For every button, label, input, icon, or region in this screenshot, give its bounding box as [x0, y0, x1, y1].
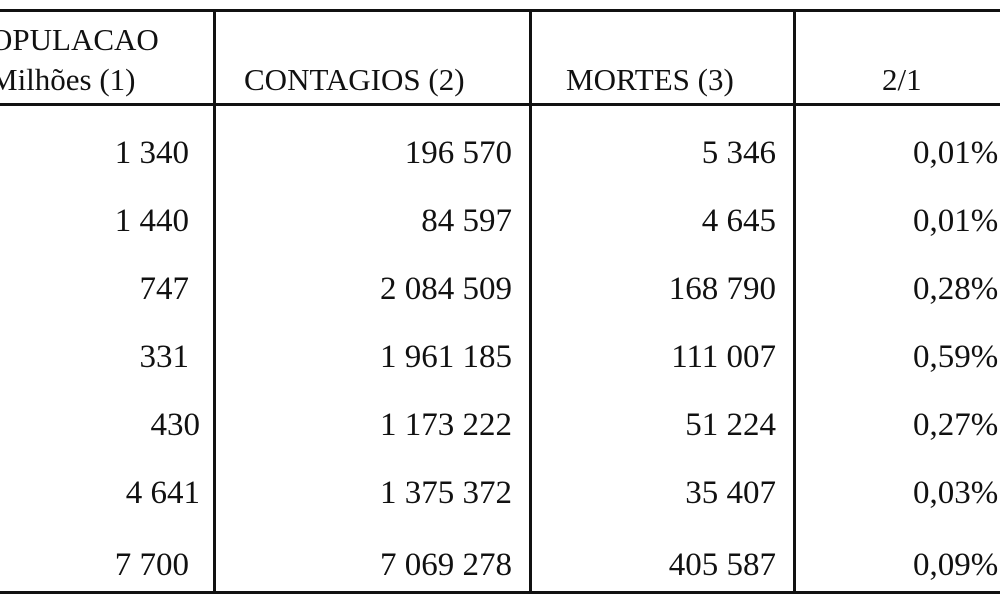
cell-ratio: 0,01%	[913, 135, 999, 171]
cell-contagios: 1 173 222	[380, 407, 512, 443]
column-divider	[793, 9, 796, 594]
cell-mortes: 168 790	[668, 271, 776, 307]
cell-contagios: 84 597	[421, 203, 512, 239]
cell-mortes: 5 346	[701, 135, 776, 171]
cell-mortes: 4 645	[701, 203, 776, 239]
cell-contagios: 1 961 185	[380, 339, 512, 375]
cell-populacao: 4 641	[125, 475, 200, 511]
cell-ratio: 0,03%	[913, 475, 999, 511]
cell-contagios: 196 570	[404, 135, 512, 171]
cell-ratio: 0,09%	[913, 547, 999, 583]
header-populacao-line1: OPULACAO	[0, 22, 159, 57]
header-contagios: CONTAGIOS (2)	[244, 62, 465, 97]
cell-ratio: 0,01%	[913, 203, 999, 239]
header-divider	[0, 103, 1000, 106]
header-populacao-line2: Milhões (1)	[0, 62, 136, 97]
cell-populacao: 430	[150, 407, 201, 443]
table-top-border	[0, 9, 1000, 12]
table-bottom-border	[0, 591, 1000, 594]
column-divider	[529, 9, 532, 594]
cell-populacao: 7 700	[114, 547, 189, 583]
cell-populacao: 331	[139, 339, 190, 375]
cell-populacao: 1 340	[114, 135, 189, 171]
cell-mortes: 405 587	[668, 547, 776, 583]
cell-ratio: 0,27%	[913, 407, 999, 443]
cell-ratio: 0,28%	[913, 271, 999, 307]
cell-contagios: 7 069 278	[380, 547, 512, 583]
cell-populacao: 747	[139, 271, 190, 307]
cell-mortes: 111 007	[671, 339, 776, 375]
cell-contagios: 1 375 372	[380, 475, 512, 511]
cell-mortes: 51 224	[685, 407, 776, 443]
header-mortes: MORTES (3)	[566, 62, 734, 97]
header-ratio: 2/1	[882, 62, 922, 97]
cell-mortes: 35 407	[685, 475, 776, 511]
cell-contagios: 2 084 509	[380, 271, 512, 307]
cell-populacao: 1 440	[114, 203, 189, 239]
column-divider	[213, 9, 216, 594]
cell-ratio: 0,59%	[913, 339, 999, 375]
